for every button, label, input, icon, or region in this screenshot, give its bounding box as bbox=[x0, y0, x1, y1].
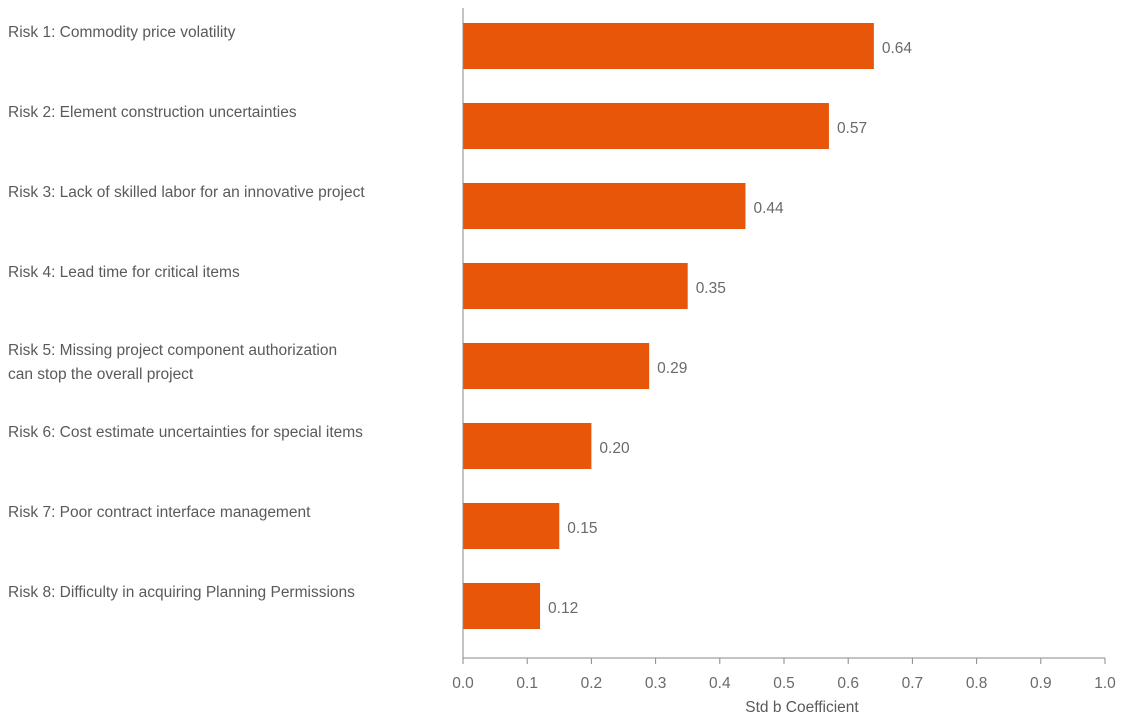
category-label-risk-8: Risk 8: Difficulty in acquiring Planning… bbox=[8, 584, 355, 601]
bar-risk-8 bbox=[463, 583, 541, 629]
bar-risk-7 bbox=[463, 503, 560, 549]
x-tick-label-8: 0.8 bbox=[966, 675, 988, 692]
x-tick-label-6: 0.6 bbox=[837, 675, 859, 692]
bar-risk-6 bbox=[463, 423, 592, 469]
x-tick-label-5: 0.5 bbox=[773, 675, 795, 692]
value-label-risk-8: 0.12 bbox=[548, 600, 578, 617]
category-label-risk-2: Risk 2: Element construction uncertainti… bbox=[8, 104, 297, 121]
x-axis-title: Std b Coefficient bbox=[745, 699, 859, 716]
value-label-risk-4: 0.35 bbox=[696, 280, 726, 297]
bar-risk-5 bbox=[463, 343, 650, 389]
bar-risk-2 bbox=[463, 103, 829, 149]
category-label-risk-5: Risk 5: Missing project component author… bbox=[8, 342, 338, 383]
category-label-risk-7: Risk 7: Poor contract interface manageme… bbox=[8, 504, 311, 521]
x-tick-label-4: 0.4 bbox=[709, 675, 731, 692]
x-tick-label-1: 0.1 bbox=[516, 675, 538, 692]
category-label-risk-4: Risk 4: Lead time for critical items bbox=[8, 264, 240, 281]
bar-risk-3 bbox=[463, 183, 746, 229]
x-tick-label-7: 0.7 bbox=[902, 675, 924, 692]
value-label-risk-1: 0.64 bbox=[882, 40, 913, 57]
category-label-risk-6: Risk 6: Cost estimate uncertainties for … bbox=[8, 424, 363, 441]
category-label-risk-3: Risk 3: Lack of skilled labor for an inn… bbox=[8, 184, 365, 201]
axes: 0.0 0.1 0.2 0.3 0.4 0.5 0.6 0.7 0.8 0.9 1.0 bbox=[452, 8, 1116, 692]
x-tick-label-3: 0.3 bbox=[645, 675, 667, 692]
value-label-risk-2: 0.57 bbox=[837, 120, 867, 137]
bar-risk-1 bbox=[463, 23, 874, 69]
value-label-risk-6: 0.20 bbox=[599, 440, 630, 457]
value-label-risk-5: 0.29 bbox=[657, 360, 687, 377]
x-tick-label-9: 0.9 bbox=[1030, 675, 1052, 692]
value-label-risk-3: 0.44 bbox=[753, 200, 784, 217]
value-label-risk-7: 0.15 bbox=[567, 520, 597, 537]
bar-risk-4 bbox=[463, 263, 688, 309]
x-tick-label-10: 1.0 bbox=[1094, 675, 1116, 692]
x-tick-label-2: 0.2 bbox=[581, 675, 603, 692]
x-tick-label-0: 0.0 bbox=[452, 675, 474, 692]
value-labels: 0.64 0.57 0.44 0.35 0.29 0.20 0.15 0.12 bbox=[548, 40, 912, 617]
bars bbox=[463, 23, 874, 629]
category-label-risk-1: Risk 1: Commodity price volatility bbox=[8, 24, 236, 41]
